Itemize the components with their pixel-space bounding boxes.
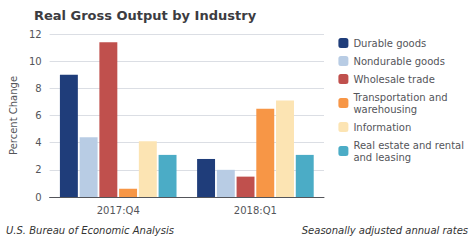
svg-text:6: 6 bbox=[35, 110, 41, 121]
svg-text:Real estate and rental: Real estate and rental bbox=[353, 140, 464, 151]
svg-text:Real Gross Output by Industry: Real Gross Output by Industry bbox=[34, 8, 257, 23]
svg-text:Information: Information bbox=[353, 122, 411, 133]
svg-text:2: 2 bbox=[35, 164, 41, 175]
svg-text:4: 4 bbox=[35, 137, 41, 148]
svg-text:Nondurable goods: Nondurable goods bbox=[353, 56, 444, 67]
svg-text:0: 0 bbox=[35, 192, 41, 203]
svg-text:2017:Q4: 2017:Q4 bbox=[97, 205, 140, 216]
svg-text:and leasing: and leasing bbox=[353, 152, 411, 163]
svg-text:Transportation and: Transportation and bbox=[352, 92, 447, 103]
svg-text:warehousing: warehousing bbox=[353, 104, 417, 115]
svg-text:Seasonally adjusted annual rat: Seasonally adjusted annual rates bbox=[302, 225, 468, 236]
svg-text:Percent Change: Percent Change bbox=[8, 76, 19, 155]
svg-text:Wholesale trade: Wholesale trade bbox=[353, 74, 434, 85]
svg-text:U.S. Bureau of Economic Analys: U.S. Bureau of Economic Analysis bbox=[6, 225, 174, 236]
svg-text:12: 12 bbox=[29, 29, 42, 40]
svg-text:8: 8 bbox=[35, 83, 41, 94]
svg-text:2018:Q1: 2018:Q1 bbox=[234, 205, 277, 216]
svg-text:10: 10 bbox=[29, 56, 42, 67]
svg-text:Durable goods: Durable goods bbox=[353, 38, 426, 49]
